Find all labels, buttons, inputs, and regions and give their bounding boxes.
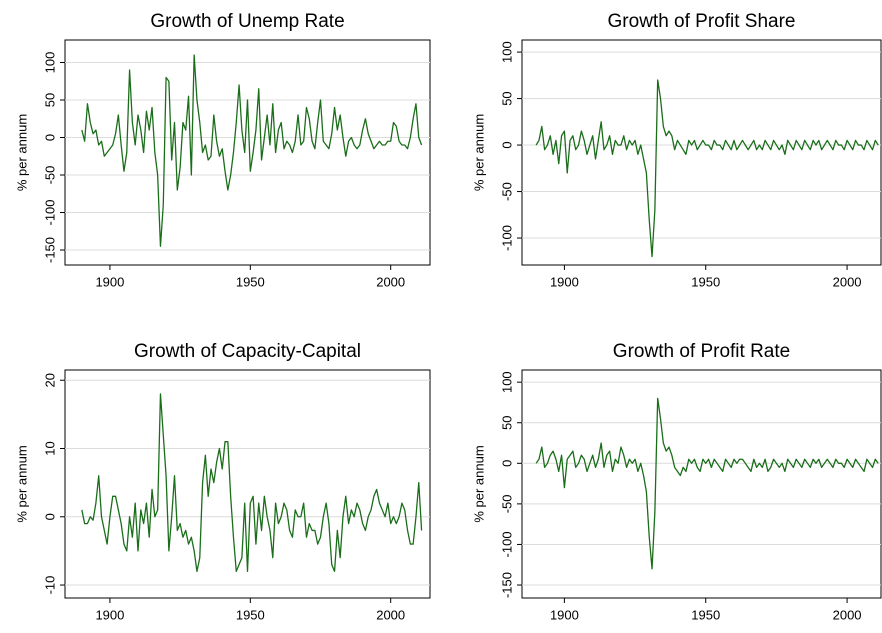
x-tick-label: 2000 <box>376 607 405 622</box>
y-tick-label: -100 <box>499 531 514 557</box>
y-tick-label: -100 <box>42 199 57 225</box>
data-line <box>81 393 423 573</box>
x-tick-label: 1900 <box>550 274 579 289</box>
y-axis-label: % per annum <box>14 114 29 191</box>
chart-title: Growth of Profit Rate <box>613 341 790 362</box>
plot-area <box>521 39 882 266</box>
y-tick-label: 100 <box>42 52 57 74</box>
y-tick-label: -10 <box>42 576 57 595</box>
panel: Growth of Capacity-Capital % per annum -10… <box>14 341 431 622</box>
y-tick-label: 0 <box>499 460 514 467</box>
y-tick-label: 100 <box>499 41 514 63</box>
y-tick-label: 50 <box>499 416 514 430</box>
y-tick-label: 50 <box>499 91 514 105</box>
y-tick-label: 50 <box>42 93 57 107</box>
plot-area <box>64 39 431 266</box>
y-tick-label: 0 <box>42 513 57 520</box>
x-tick-label: 1900 <box>95 607 124 622</box>
y-axis-label: % per annum <box>14 445 29 522</box>
chart-title: Growth of Unemp Rate <box>150 11 344 32</box>
chart-title: Growth of Capacity-Capital <box>134 341 361 362</box>
x-tick-label: 1900 <box>550 607 579 622</box>
x-tick-label: 1900 <box>95 274 124 289</box>
x-tick-label: 1950 <box>691 607 720 622</box>
panel: Growth of Unemp Rate % per annum -150 -100 -… <box>14 11 431 289</box>
data-line <box>535 79 879 258</box>
y-tick-label: -50 <box>42 166 57 185</box>
x-tick-label: 1950 <box>236 274 265 289</box>
panel: Growth of Profit Share % per annum -100 -50… <box>471 11 882 289</box>
y-axis-label: % per annum <box>471 114 486 191</box>
y-tick-label: 10 <box>42 441 57 455</box>
y-tick-label: -50 <box>499 494 514 513</box>
y-tick-label: -50 <box>499 182 514 201</box>
y-tick-label: -150 <box>42 237 57 263</box>
y-tick-label: 20 <box>42 373 57 387</box>
x-tick-label: 2000 <box>376 274 405 289</box>
panel: Growth of Profit Rate % per annum -150 -100… <box>471 341 882 622</box>
y-axis-label: % per annum <box>471 445 486 522</box>
y-tick-label: -100 <box>499 225 514 251</box>
y-tick-label: 0 <box>42 134 57 141</box>
x-tick-label: 2000 <box>833 274 862 289</box>
x-tick-label: 1950 <box>691 274 720 289</box>
data-line <box>535 397 879 570</box>
y-tick-label: -150 <box>499 572 514 598</box>
data-line <box>81 54 423 247</box>
y-tick-label: 0 <box>499 141 514 148</box>
chart-title: Growth of Profit Share <box>608 11 796 32</box>
x-tick-label: 1950 <box>236 607 265 622</box>
plot-area <box>521 369 882 599</box>
x-tick-label: 2000 <box>833 607 862 622</box>
y-tick-label: 100 <box>499 371 514 393</box>
